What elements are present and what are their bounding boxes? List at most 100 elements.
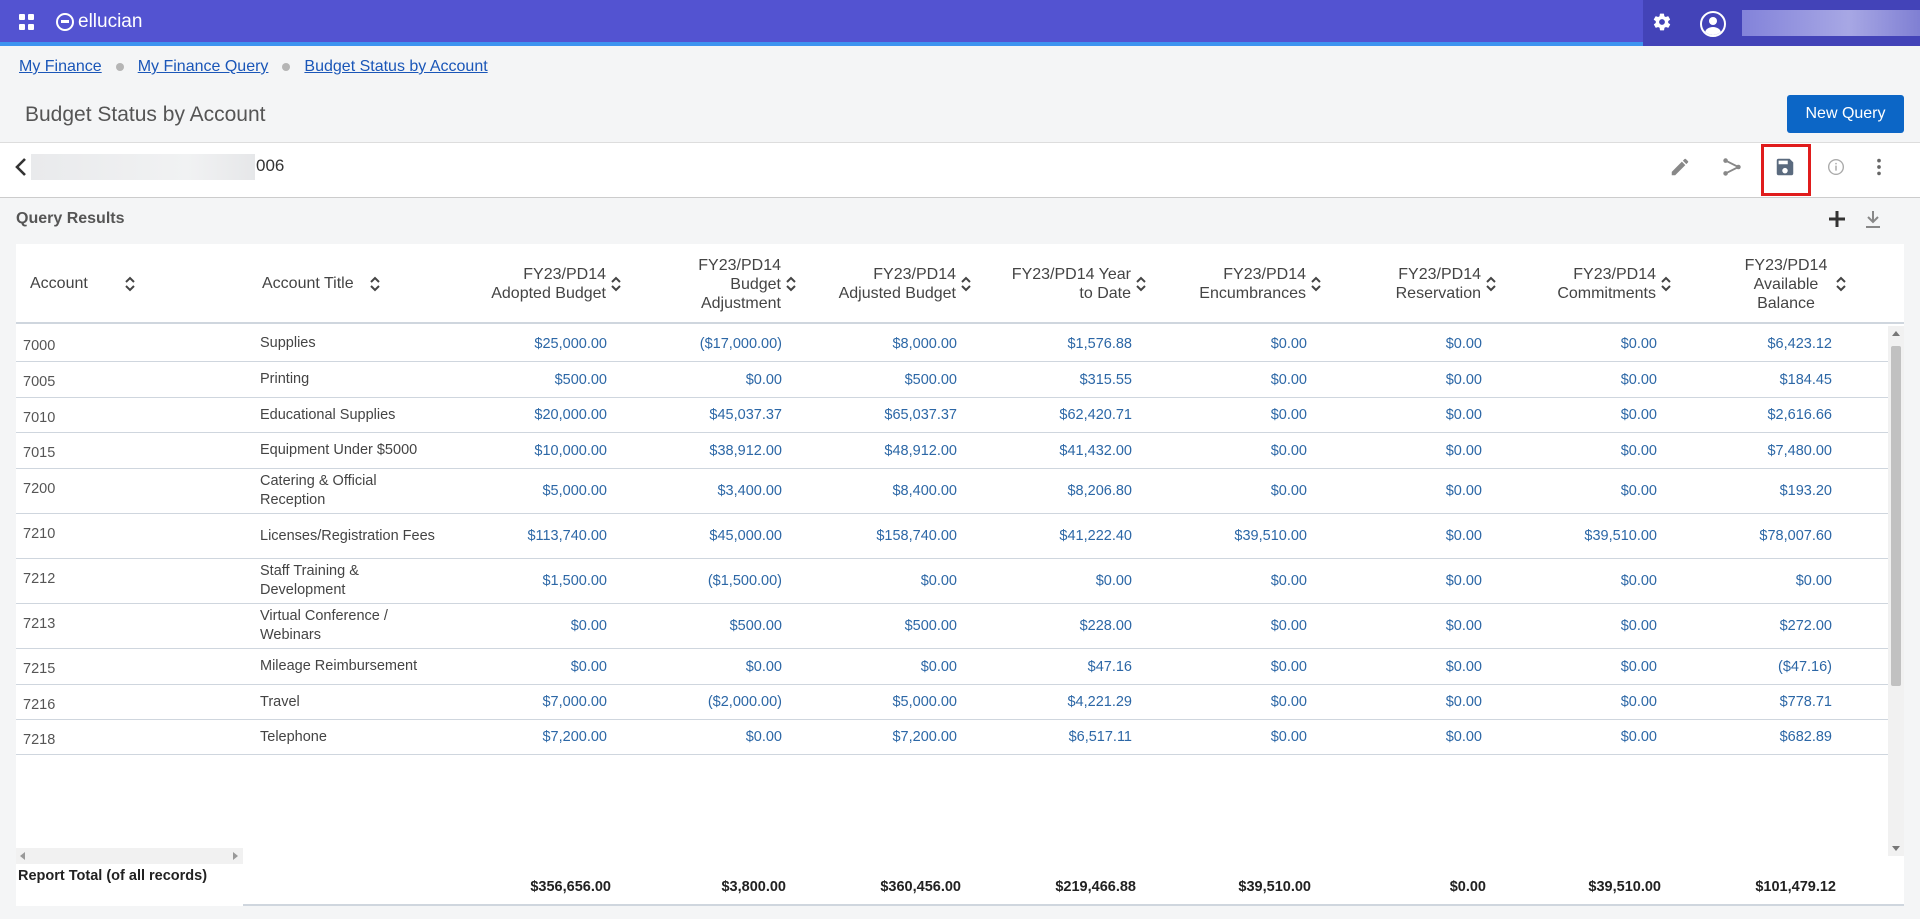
amount-cell: $0.00 (1270, 407, 1307, 423)
amount-cell: $0.00 (1445, 729, 1482, 745)
table-row[interactable]: 7200 Catering & Official Reception $5,000.… (16, 469, 1888, 514)
amount-cell: $0.00 (1270, 694, 1307, 710)
info-icon[interactable] (1825, 156, 1847, 178)
save-icon[interactable] (1774, 156, 1796, 178)
account-title-cell: Travel (260, 693, 300, 710)
amount-cell: $0.00 (1620, 658, 1657, 675)
amount-cell: $158,740.00 (876, 528, 957, 544)
settings-gear-icon[interactable] (1652, 12, 1672, 32)
amount-cell: ($1,500.00) (707, 573, 782, 589)
sort-icon[interactable] (1485, 275, 1497, 293)
app-switcher-icon[interactable] (19, 14, 35, 30)
amount-cell: $0.00 (1445, 335, 1482, 352)
save-button-highlight (1761, 144, 1811, 196)
sort-icon[interactable] (369, 275, 381, 293)
amount-cell: $5,000.00 (892, 694, 957, 710)
user-name-redacted[interactable] (1742, 10, 1920, 36)
amount-cell: ($17,000.00) (699, 335, 782, 352)
table-row[interactable]: 7015 Equipment Under $5000 $10,000.00 $38,9… (16, 433, 1888, 469)
ellucian-logo[interactable]: ellucian (56, 11, 142, 33)
amount-cell: $0.00 (1270, 573, 1307, 589)
amount-cell: $0.00 (1620, 442, 1657, 459)
column-header-commitments[interactable]: FY23/PD14 Commitments (1492, 244, 1672, 324)
download-icon[interactable] (1864, 210, 1882, 230)
amount-cell: $0.00 (1445, 483, 1482, 499)
user-avatar-icon[interactable] (1700, 11, 1726, 37)
amount-cell: ($2,000.00) (707, 694, 782, 710)
scroll-down-arrow[interactable] (1892, 846, 1900, 851)
amount-cell: $7,200.00 (542, 729, 607, 745)
table-row[interactable]: 7010 Educational Supplies $20,000.00 $45,03… (16, 398, 1888, 433)
totals-divider (243, 904, 1904, 906)
sort-icon[interactable] (610, 275, 622, 293)
column-header-budget-adjustment[interactable]: FY23/PD14 Budget Adjustment (617, 244, 797, 324)
column-header-label: FY23/PD14 Adjusted Budget (838, 266, 956, 302)
amount-cell: $41,432.00 (1059, 442, 1132, 459)
table-row[interactable]: 7218 Telephone $7,200.00 $0.00 $7,200.00 $6,5… (16, 720, 1888, 755)
amount-cell: $0.00 (1270, 335, 1307, 352)
amount-cell: $0.00 (1445, 407, 1482, 423)
amount-cell: $0.00 (1620, 618, 1657, 634)
sort-icon[interactable] (1660, 275, 1672, 293)
column-header-available-balance[interactable]: FY23/PD14 Available Balance (1667, 244, 1847, 324)
amount-cell: $0.00 (1620, 371, 1657, 388)
account-cell: 7005 (23, 374, 56, 390)
amount-cell: $8,400.00 (892, 483, 957, 499)
add-icon[interactable] (1828, 210, 1846, 228)
column-header-encumbrances[interactable]: FY23/PD14 Encumbrances (1142, 244, 1322, 324)
amount-cell: $1,500.00 (542, 573, 607, 589)
scrollbar-thumb[interactable] (1891, 346, 1901, 686)
sort-icon[interactable] (1835, 275, 1847, 293)
amount-cell: $25,000.00 (534, 335, 607, 352)
results-table: Account Account Title FY23/PD14 Adopted … (16, 244, 1904, 906)
scroll-left-arrow[interactable] (20, 852, 26, 860)
sort-icon[interactable] (785, 275, 797, 293)
new-query-button[interactable]: New Query (1787, 95, 1904, 133)
account-cell: 7210 (23, 526, 56, 542)
amount-cell: $48,912.00 (884, 442, 957, 459)
vertical-scrollbar[interactable] (1888, 326, 1904, 856)
sort-icon[interactable] (1310, 275, 1322, 293)
edit-pencil-icon[interactable] (1669, 156, 1691, 178)
table-row[interactable]: 7000 Supplies $25,000.00 ($17,000.00) $8,000… (16, 326, 1888, 362)
column-header-account-title[interactable]: Account Title (262, 244, 422, 324)
amount-cell: $65,037.37 (884, 407, 957, 423)
total-amount: $0.00 (1449, 879, 1486, 895)
back-chevron-icon[interactable] (14, 157, 28, 177)
amount-cell: $0.00 (1445, 371, 1482, 388)
breadcrumb-budget-status[interactable]: Budget Status by Account (304, 58, 488, 75)
column-header-adjusted-budget[interactable]: FY23/PD14 Adjusted Budget (792, 244, 972, 324)
table-row[interactable]: 7215 Mileage Reimbursement $0.00 $0.00 $0.00… (16, 649, 1888, 685)
table-row[interactable]: 7213 Virtual Conference / Webinars $0.00 $5… (16, 604, 1888, 649)
amount-cell: $272.00 (1779, 618, 1832, 634)
column-header-year-to-date[interactable]: FY23/PD14 Year to Date (967, 244, 1147, 324)
account-title-cell: Licenses/Registration Fees (260, 527, 435, 544)
breadcrumb-my-finance-query[interactable]: My Finance Query (137, 58, 269, 75)
table-row[interactable]: 7212 Staff Training & Development $1,500.0… (16, 559, 1888, 604)
scroll-right-arrow[interactable] (233, 852, 239, 860)
column-header-reservation[interactable]: FY23/PD14 Reservation (1317, 244, 1497, 324)
sort-icon[interactable] (124, 275, 136, 293)
sort-icon[interactable] (1135, 275, 1147, 293)
table-row[interactable]: 7005 Printing $500.00 $0.00 $500.00 $315.55 $0… (16, 362, 1888, 398)
column-header-adopted-budget[interactable]: FY23/PD14 Adopted Budget (442, 244, 622, 324)
amount-cell: $315.55 (1079, 371, 1132, 388)
amount-cell: $0.00 (920, 573, 957, 589)
amount-cell: $0.00 (1270, 658, 1307, 675)
account-cell: 7200 (23, 481, 56, 497)
table-row[interactable]: 7216 Travel $7,000.00 ($2,000.00) $5,000.00 $… (16, 685, 1888, 720)
account-title-cell: Catering & Official Reception (260, 473, 377, 508)
more-vertical-icon[interactable] (1868, 156, 1890, 178)
amount-cell: $4,221.29 (1067, 694, 1132, 710)
sort-icon[interactable] (960, 275, 972, 293)
account-title-cell: Printing (260, 371, 310, 387)
table-row[interactable]: 7210 Licenses/Registration Fees $113,740.0… (16, 514, 1888, 559)
breadcrumb-my-finance[interactable]: My Finance (19, 58, 102, 75)
horizontal-scrollbar[interactable] (16, 848, 243, 864)
amount-cell: $500.00 (904, 371, 957, 388)
column-header-account[interactable]: Account (30, 244, 180, 324)
total-amount: $39,510.00 (1238, 879, 1311, 895)
share-icon[interactable] (1721, 156, 1743, 178)
total-amount: $101,479.12 (1755, 879, 1836, 895)
scroll-up-arrow[interactable] (1892, 331, 1900, 336)
